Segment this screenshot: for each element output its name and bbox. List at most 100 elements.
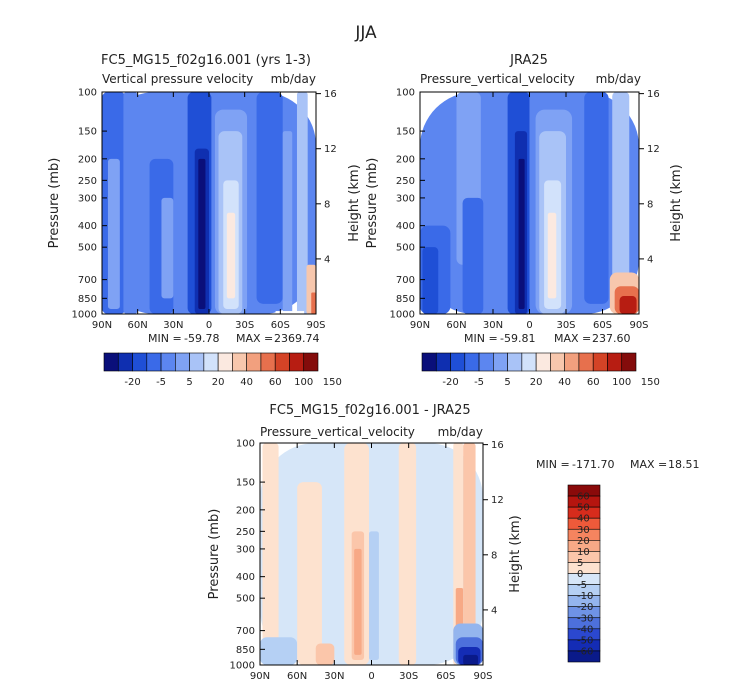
panel-diff-plot	[260, 443, 483, 665]
panel-model-colorbar-box-3	[146, 352, 162, 372]
panel-model-colorbar-label-6: 100	[294, 377, 313, 388]
panel-model-ytick-label-5: 400	[78, 221, 97, 232]
panel-diff-axes: 90N 60N 30N 0 30S 60S 90S 100 150 200 250 300 400 500…	[230, 439, 504, 683]
panel-obs-units: mb/day	[596, 72, 641, 86]
panel-model-ytick-label-4: 300	[78, 193, 97, 204]
panel-diff-region-1	[262, 443, 279, 665]
panel-model-region-5	[161, 197, 174, 299]
panel-obs-region-11	[547, 212, 557, 299]
panel-obs-colorbar-box-8	[535, 352, 551, 372]
panel-model-subtitle: Vertical pressure velocity	[102, 72, 253, 86]
panel-diff-subtitle: Pressure_vertical_velocity	[260, 425, 415, 439]
panel-diff-colorbar-label-5: 10	[577, 547, 590, 558]
panel-model-title: FC5_MG15_f02g16.001 (yrs 1-3)	[101, 53, 311, 68]
panel-diff-colorbar-label-14: -60	[577, 646, 593, 657]
panel-obs-colorbar-box-12	[592, 352, 608, 372]
panel-obs-ytick-label-6: 500	[396, 243, 415, 254]
panel-model-region-12	[226, 212, 236, 299]
panel-diff-colorbar-label-2: 40	[577, 514, 590, 525]
panel-diff-region-12	[463, 443, 476, 655]
panel-model-ylabel: Pressure (mb)	[47, 158, 62, 249]
panel-model-colorbar-box-4	[160, 352, 176, 372]
panel-model-ytick-label-1: 150	[78, 127, 97, 138]
panel-obs-colorbar-box-9	[550, 352, 565, 372]
panel-model-ytick-label-2: 200	[78, 154, 97, 165]
panel-model-ylabel-right: Height (km)	[347, 164, 362, 241]
panel-obs-rtick-label-0: 16	[647, 89, 660, 100]
panel-model-colorbar-label-3: 20	[212, 377, 225, 388]
panel-diff-max-label: MAX =	[630, 458, 667, 471]
panel-obs-colorbar-box-11	[578, 352, 594, 372]
panel-model-region-15	[296, 92, 308, 314]
panel-model-rtick-label-0: 16	[324, 89, 337, 100]
panel-model-colorbar-box-0	[103, 352, 119, 372]
panel-obs-region-2	[422, 247, 439, 314]
panel-obs-xtick-label-6: 90S	[629, 320, 648, 331]
panel-obs-ylabel: Pressure (mb)	[365, 158, 380, 249]
panel-model-min-label: MIN =	[148, 332, 182, 345]
panel-diff-ytick-label-3: 250	[236, 527, 255, 538]
panel-obs-colorbar-box-10	[564, 352, 580, 372]
panel-diff-colorbar-label-1: 50	[577, 503, 590, 514]
panel-diff-title: FC5_MG15_f02g16.001 - JRA25	[269, 403, 470, 418]
panel-diff-ytick-label-2: 200	[236, 505, 255, 516]
panel-model-colorbar-label-4: 40	[240, 377, 253, 388]
panel-diff-colorbar-label-7: 0	[577, 569, 583, 580]
panel-diff-colorbar-label-8: -5	[577, 580, 587, 591]
panel-obs-min-label: MIN =	[464, 332, 498, 345]
panel-obs-ytick-label-9: 1000	[390, 310, 415, 321]
panel-obs-region-12	[584, 92, 609, 304]
panel-model-xtick-label-3: 0	[206, 320, 212, 331]
panel-obs-colorbar-box-5	[493, 352, 508, 372]
panel-obs-colorbar-box-7	[521, 352, 537, 372]
panel-obs-axes: 90N 60N 30N 0 30S 60S 90S 100 150 200 250 300 400 500…	[390, 88, 660, 332]
figure-season-title: JJA	[354, 23, 377, 43]
panel-model-colorbar: -20 -5 5 20 40 60 100 150	[103, 352, 342, 388]
panel-diff-region-11	[455, 588, 464, 631]
panel-diff-units: mb/day	[438, 425, 483, 439]
panel-obs-ytick-label-2: 200	[396, 154, 415, 165]
panel-obs-subtitle: Pressure_vertical_velocity	[420, 72, 575, 86]
panel-diff-xtick-label-0: 90N	[250, 671, 270, 682]
panel-diff-colorbar-label-0: 60	[577, 492, 590, 503]
panel-model-region-13	[256, 92, 283, 304]
panel-model-ytick-label-0: 100	[78, 88, 97, 99]
panel-obs-colorbar-label-3: 20	[530, 377, 543, 388]
panel-model-colorbar-label-7: 150	[323, 377, 342, 388]
panel-model-region-2	[107, 158, 120, 310]
panel-diff-max-value: 18.51	[668, 458, 700, 471]
panel-diff-min-value: -171.70	[572, 458, 614, 471]
panel-obs-rtick-label-2: 8	[647, 199, 653, 210]
panel-model-region-8	[198, 158, 206, 310]
panel-obs-xtick-label-1: 60N	[446, 320, 466, 331]
panel-obs-xtick-label-4: 30S	[556, 320, 575, 331]
panel-obs-colorbar-box-4	[478, 352, 494, 372]
panel-diff-region-9	[398, 443, 417, 665]
panel-diff-ylabel-right: Height (km)	[508, 515, 523, 592]
panel-obs-xtick-label-5: 60S	[593, 320, 612, 331]
panel-obs-colorbar-label-1: -5	[474, 377, 484, 388]
panel-obs-rtick-label-3: 4	[647, 254, 653, 265]
panel-model-region-3	[123, 92, 138, 314]
panel-diff-rtick-label-0: 16	[491, 440, 504, 451]
panel-obs-colorbar: -20 -5 5 20 40 60 100 150	[421, 352, 660, 388]
panel-model-ytick-label-8: 850	[78, 294, 97, 305]
panel-diff-ytick-label-5: 400	[236, 572, 255, 583]
panel-obs-colorbar-box-0	[421, 352, 437, 372]
panel-diff-colorbar-label-6: 5	[577, 558, 583, 569]
panel-diff-xtick-label-5: 60S	[436, 671, 455, 682]
panel-diff-ylabel: Pressure (mb)	[207, 509, 222, 600]
panel-model-xtick-label-6: 90S	[306, 320, 325, 331]
panel-model-rtick-label-3: 4	[324, 254, 330, 265]
panel-diff-ytick-label-8: 850	[236, 645, 255, 656]
panel-obs: JRA25 Pressure_vertical_velocity mb/day …	[365, 53, 684, 388]
panel-diff-colorbar-label-11: -30	[577, 613, 593, 624]
panel-obs-ytick-label-1: 150	[396, 127, 415, 138]
panel-diff-rtick-label-2: 8	[491, 550, 497, 561]
panel-model-ytick-label-9: 1000	[72, 310, 97, 321]
panel-diff-colorbar-label-9: -10	[577, 591, 593, 602]
panel-model-units: mb/day	[271, 72, 316, 86]
panel-model-colorbar-box-5	[175, 352, 190, 372]
panel-diff-rtick-label-1: 12	[491, 495, 504, 506]
